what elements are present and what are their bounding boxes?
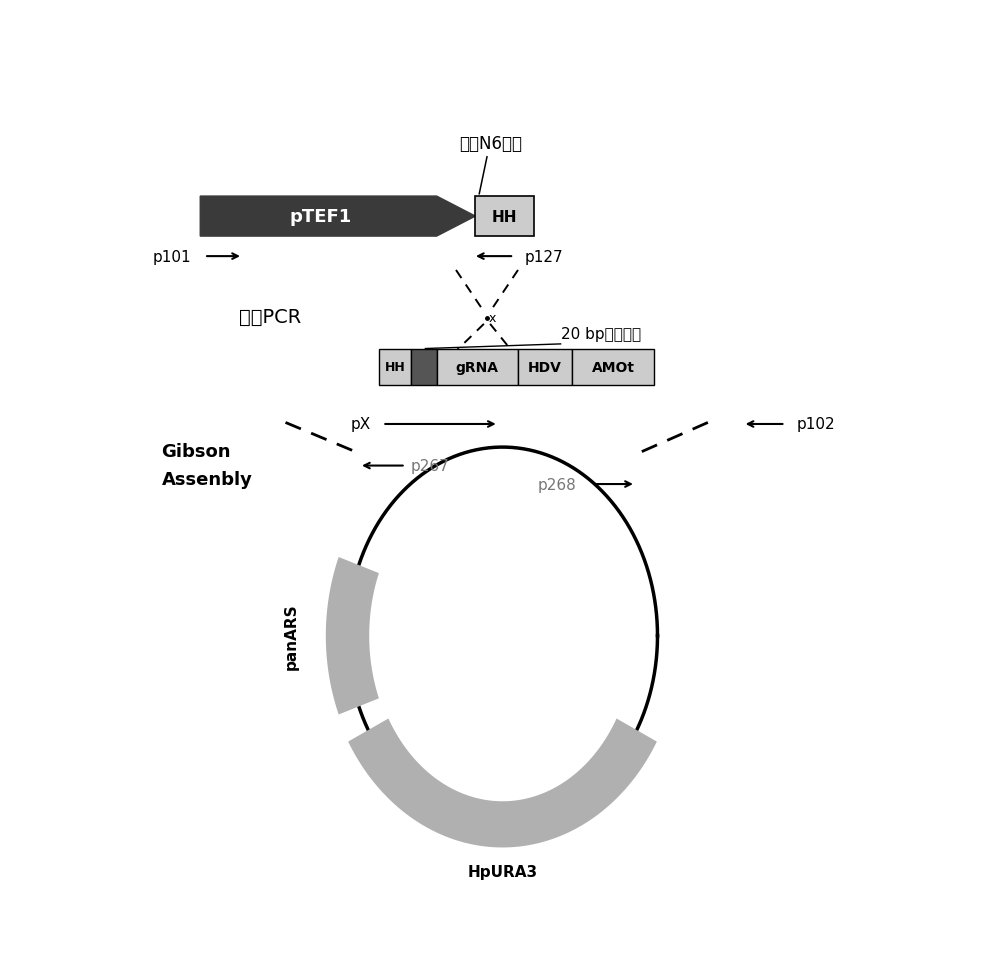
Text: HH: HH [492, 209, 518, 224]
Bar [573, 349, 654, 386]
Text: HpURA3: HpURA3 [467, 865, 537, 879]
Text: HDV: HDV [528, 360, 562, 375]
Text: 20 bp靶向序列: 20 bp靶向序列 [561, 327, 640, 341]
Text: 可变N6序列: 可变N6序列 [460, 135, 522, 153]
Text: AMOt: AMOt [591, 360, 634, 375]
Polygon shape [200, 197, 475, 236]
Polygon shape [326, 557, 379, 715]
Text: panARS: panARS [284, 603, 299, 670]
Text: pX: pX [351, 417, 371, 432]
Text: Assenbly: Assenbly [161, 471, 252, 489]
Text: HH: HH [384, 361, 406, 374]
Text: pTEF1: pTEF1 [290, 208, 352, 226]
Text: p127: p127 [524, 249, 563, 264]
Bar [411, 349, 437, 386]
Bar [475, 197, 533, 236]
Text: p268: p268 [537, 477, 576, 492]
Text: p102: p102 [797, 417, 836, 432]
Bar [378, 349, 411, 386]
Polygon shape [349, 719, 657, 848]
Text: gRNA: gRNA [456, 360, 499, 375]
Text: p267: p267 [411, 458, 450, 474]
Text: x: x [489, 312, 496, 325]
Bar [518, 349, 573, 386]
Text: p101: p101 [152, 249, 191, 264]
Text: Gibson: Gibson [161, 442, 231, 460]
Text: 融合PCR: 融合PCR [239, 308, 301, 327]
Bar [437, 349, 518, 386]
